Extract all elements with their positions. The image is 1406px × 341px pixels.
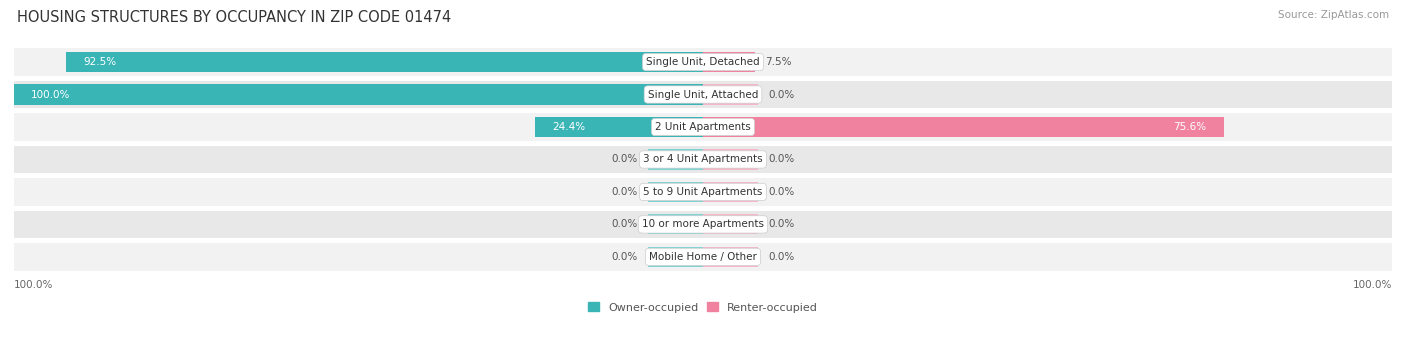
Text: 100.0%: 100.0% <box>14 280 53 290</box>
Bar <box>703 214 758 235</box>
Bar <box>66 52 703 72</box>
Bar <box>14 81 1392 108</box>
Bar <box>648 214 703 235</box>
Text: 0.0%: 0.0% <box>769 219 794 229</box>
Text: 0.0%: 0.0% <box>769 252 794 262</box>
Bar <box>14 113 1392 141</box>
Text: Single Unit, Detached: Single Unit, Detached <box>647 57 759 67</box>
Text: 5 to 9 Unit Apartments: 5 to 9 Unit Apartments <box>644 187 762 197</box>
Bar <box>648 149 703 169</box>
Bar <box>648 247 703 267</box>
Text: 92.5%: 92.5% <box>83 57 117 67</box>
Bar <box>703 247 758 267</box>
Text: 0.0%: 0.0% <box>769 89 794 100</box>
Text: Mobile Home / Other: Mobile Home / Other <box>650 252 756 262</box>
Text: 7.5%: 7.5% <box>765 57 792 67</box>
Text: 24.4%: 24.4% <box>553 122 585 132</box>
Bar <box>534 117 703 137</box>
Bar <box>703 149 758 169</box>
Bar <box>14 178 1392 206</box>
Bar <box>14 146 1392 173</box>
Text: 0.0%: 0.0% <box>612 252 637 262</box>
Text: 75.6%: 75.6% <box>1174 122 1206 132</box>
Bar <box>648 182 703 202</box>
Bar <box>14 211 1392 238</box>
Bar <box>703 182 758 202</box>
Bar <box>14 243 1392 271</box>
Bar <box>703 52 755 72</box>
Text: 0.0%: 0.0% <box>769 187 794 197</box>
Bar <box>703 117 1223 137</box>
Text: 2 Unit Apartments: 2 Unit Apartments <box>655 122 751 132</box>
Text: HOUSING STRUCTURES BY OCCUPANCY IN ZIP CODE 01474: HOUSING STRUCTURES BY OCCUPANCY IN ZIP C… <box>17 10 451 25</box>
Text: 0.0%: 0.0% <box>612 154 637 164</box>
Text: 0.0%: 0.0% <box>612 219 637 229</box>
Text: 0.0%: 0.0% <box>612 187 637 197</box>
Text: 100.0%: 100.0% <box>1353 280 1392 290</box>
Text: 3 or 4 Unit Apartments: 3 or 4 Unit Apartments <box>643 154 763 164</box>
Bar <box>14 85 703 105</box>
Text: 10 or more Apartments: 10 or more Apartments <box>643 219 763 229</box>
Text: 100.0%: 100.0% <box>31 89 70 100</box>
Bar <box>703 85 758 105</box>
Bar <box>14 48 1392 76</box>
Text: Single Unit, Attached: Single Unit, Attached <box>648 89 758 100</box>
Legend: Owner-occupied, Renter-occupied: Owner-occupied, Renter-occupied <box>583 298 823 317</box>
Text: Source: ZipAtlas.com: Source: ZipAtlas.com <box>1278 10 1389 20</box>
Text: 0.0%: 0.0% <box>769 154 794 164</box>
